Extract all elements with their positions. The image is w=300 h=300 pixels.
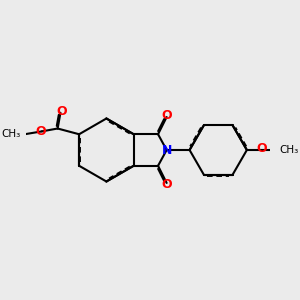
Text: CH₃: CH₃ — [280, 145, 299, 155]
Text: O: O — [161, 178, 172, 191]
Text: O: O — [57, 105, 67, 118]
Text: CH₃: CH₃ — [1, 129, 20, 139]
Text: N: N — [161, 143, 172, 157]
Text: O: O — [161, 109, 172, 122]
Text: O: O — [35, 125, 46, 138]
Text: O: O — [256, 142, 266, 155]
